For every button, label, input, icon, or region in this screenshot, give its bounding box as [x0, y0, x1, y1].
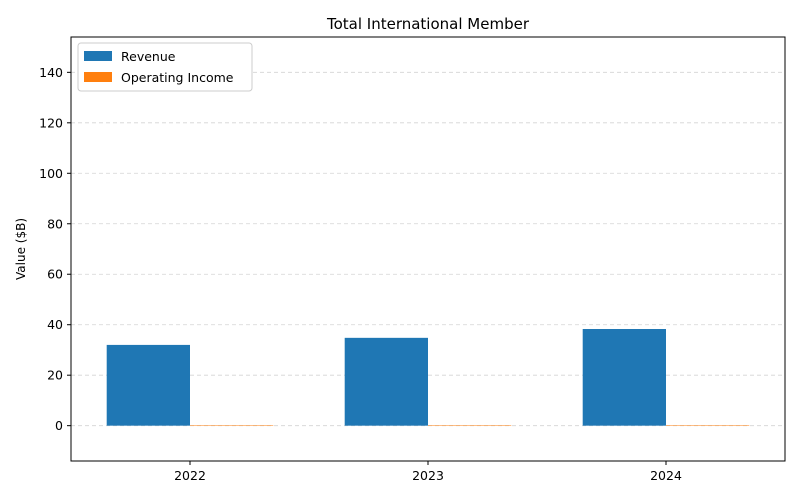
bar-operating-income-2023	[428, 425, 512, 426]
bar-revenue-2023	[344, 337, 428, 426]
bar-revenue-2024	[582, 329, 666, 426]
x-tick-label: 2023	[412, 468, 444, 483]
legend-label-revenue: Revenue	[121, 49, 176, 64]
legend-label-operating-income: Operating Income	[121, 70, 234, 85]
x-tick-label: 2024	[650, 468, 682, 483]
bar-operating-income-2024	[666, 425, 750, 426]
y-ticks: 0 20 40 60 80 100 120 140	[39, 65, 71, 433]
y-tick-label: 100	[39, 166, 63, 181]
chart-title: Total International Member	[326, 15, 530, 33]
legend-swatch-operating-income	[84, 72, 112, 82]
y-tick-label: 140	[39, 65, 63, 80]
legend: Revenue Operating Income	[77, 42, 253, 92]
y-tick-label: 80	[47, 216, 63, 231]
bar-operating-income-2022	[190, 425, 274, 426]
bar-revenue-2022	[106, 344, 190, 426]
y-tick-label: 120	[39, 115, 63, 130]
y-tick-label: 40	[47, 317, 63, 332]
y-tick-label: 60	[47, 267, 63, 282]
legend-frame	[77, 42, 253, 92]
y-axis-label: Value ($B)	[14, 218, 28, 280]
y-tick-label: 20	[47, 368, 63, 383]
legend-swatch-revenue	[84, 51, 112, 61]
y-tick-label: 0	[55, 418, 63, 433]
x-tick-label: 2022	[174, 468, 206, 483]
x-ticks: 2022 2023 2024	[174, 461, 682, 483]
bars	[106, 329, 750, 426]
